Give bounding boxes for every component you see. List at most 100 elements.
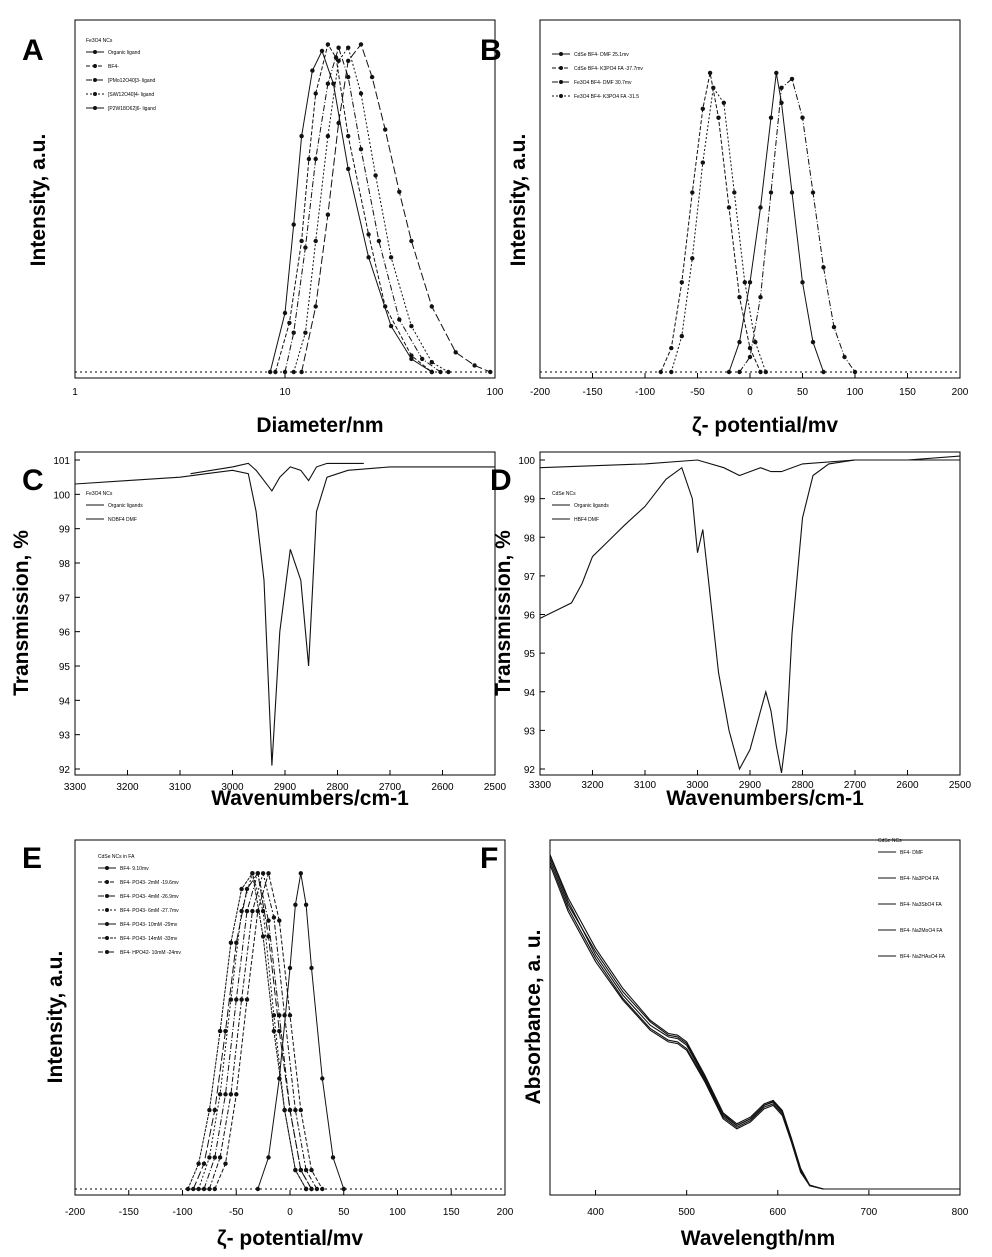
data-point (700, 160, 705, 165)
data-point (346, 74, 351, 80)
data-point (239, 886, 244, 892)
series-group (75, 871, 505, 1192)
x-tick-label: 2800 (791, 780, 814, 791)
data-point (690, 256, 695, 261)
data-point (658, 369, 663, 375)
data-point (217, 1092, 223, 1097)
legend-marker (93, 106, 97, 110)
y-tick-label: 95 (59, 662, 71, 673)
x-tick-label: 3100 (634, 780, 657, 791)
series-line (739, 78, 856, 373)
legend-entry: BF4- Na2MoO4 FA (900, 928, 943, 934)
legend-entry: HBF4 DMF (574, 517, 599, 523)
data-point (303, 902, 309, 907)
panel-letter: E (22, 842, 42, 875)
data-point (758, 295, 763, 300)
data-point (409, 353, 414, 358)
series-line (550, 861, 960, 1190)
legend-entry: BF4- Na3SbO4 FA (900, 902, 942, 908)
data-point (282, 369, 288, 375)
y-axis-label: Transmission, % (492, 530, 515, 696)
data-point (223, 1092, 228, 1097)
x-tick-label: 3200 (581, 780, 604, 791)
panel-letter: F (480, 842, 498, 875)
data-point (291, 369, 296, 375)
data-point (191, 1186, 196, 1192)
legend-entry: [P2W18O62]6- ligand (108, 106, 156, 112)
x-tick-label: 3000 (221, 782, 244, 793)
x-tick-label: 150 (899, 387, 916, 398)
data-point (234, 1092, 239, 1097)
data-point (185, 1186, 191, 1192)
y-tick-label: 93 (59, 731, 71, 742)
data-point (325, 133, 331, 139)
data-point (821, 369, 826, 375)
legend-marker (93, 64, 97, 68)
x-axis-label: ζ- potential/mv (217, 1227, 364, 1250)
legend-entry: NOBF4 DMF (108, 517, 137, 523)
data-point (373, 173, 378, 178)
series-line (301, 43, 491, 373)
x-tick-label: 2700 (844, 780, 867, 791)
data-point (774, 70, 779, 76)
series-line (257, 873, 345, 1190)
data-point (309, 965, 314, 971)
legend-entry: Fe3O4 BF4- K3PO4 FA -31.5 (574, 94, 639, 100)
data-point (287, 965, 293, 971)
legend-marker (93, 92, 97, 96)
series-line (540, 459, 960, 477)
data-point (325, 212, 331, 217)
x-tick-label: 3000 (686, 780, 709, 791)
data-point (420, 356, 425, 362)
data-point (196, 1161, 201, 1166)
data-point (388, 255, 394, 260)
data-point (299, 238, 304, 244)
y-tick-label: 92 (59, 765, 71, 776)
data-point (320, 1186, 325, 1192)
data-point (287, 1013, 293, 1018)
y-axis-label: Intensity, a.u. (44, 951, 67, 1084)
data-point (271, 1013, 277, 1018)
legend: Fe3O4 NCs Organic ligands NOBF4 DMF (86, 491, 143, 523)
data-point (758, 369, 763, 375)
panel-A: A 1 10 100 Diameter/nm Intensity, a.u. Fe3O4 N… (22, 19, 504, 437)
series-line (728, 72, 824, 373)
data-point (212, 1186, 217, 1192)
x-tick-label: -200 (530, 387, 550, 398)
data-point (383, 127, 388, 132)
y-tick-label: 98 (524, 533, 536, 544)
data-point (282, 1013, 287, 1018)
series-group (550, 854, 960, 1190)
data-point (277, 918, 282, 923)
legend: CdSe NCs Organic ligands HBF4 DMF (552, 491, 609, 523)
legend-marker (559, 80, 563, 84)
data-point (438, 369, 443, 375)
legend-marker (105, 936, 109, 940)
data-point (383, 304, 388, 309)
legend-entry: BF4- PO43- 4mM -26.9mv (120, 894, 179, 900)
data-point (711, 85, 716, 91)
y-tick-label: 92 (524, 765, 536, 776)
y-tick-label: 101 (53, 456, 70, 467)
x-tick-label: 100 (847, 387, 864, 398)
plot-frame (74, 451, 496, 776)
data-point (325, 42, 331, 47)
x-tick-label: 100 (389, 1207, 406, 1218)
x-tick-label: 200 (497, 1207, 514, 1218)
series-group (75, 42, 495, 375)
x-tick-label: 3300 (529, 780, 552, 791)
legend-entry: BF4- DMF (900, 850, 923, 856)
data-point (234, 997, 239, 1002)
data-point (753, 339, 758, 345)
data-point (239, 908, 244, 914)
data-point (212, 1107, 217, 1113)
data-point (266, 871, 271, 876)
data-point (429, 369, 434, 375)
data-point (763, 369, 768, 375)
data-point (358, 42, 364, 47)
data-point (358, 91, 364, 96)
data-point (376, 238, 382, 244)
y-tick-label: 100 (518, 456, 535, 467)
data-point (250, 871, 255, 876)
data-point (291, 330, 296, 335)
